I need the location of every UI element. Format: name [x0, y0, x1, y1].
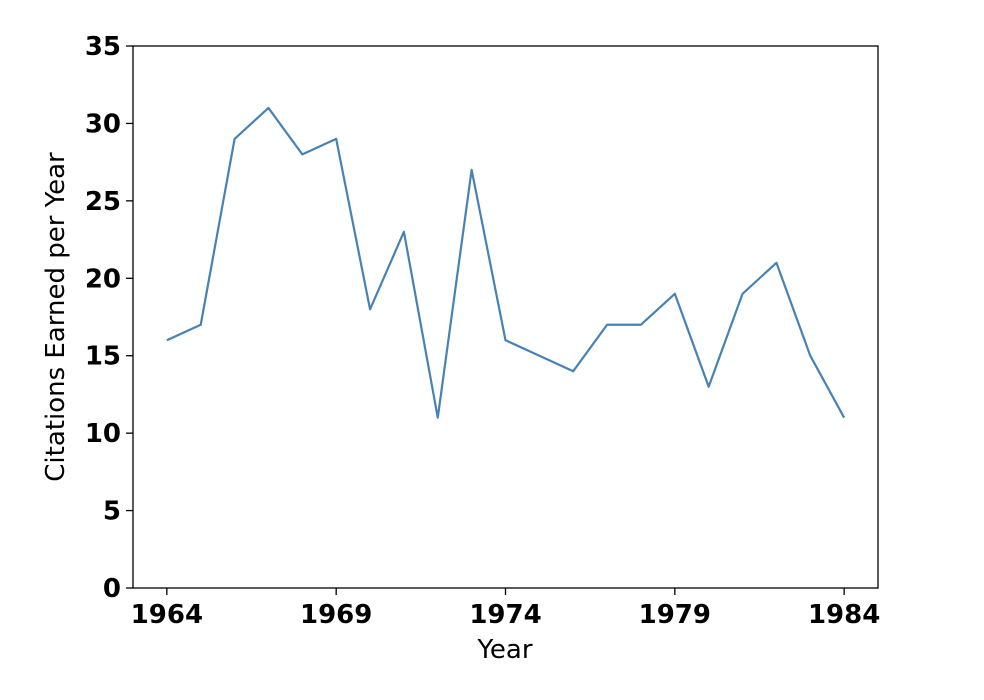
- y-tick-label: 35: [85, 32, 121, 62]
- y-tick-label: 25: [85, 187, 121, 217]
- y-tick-label: 5: [103, 497, 121, 527]
- y-axis-ticks: 0 5 10 15 20 25 30 35: [85, 32, 133, 604]
- x-axis-title: Year: [476, 635, 532, 665]
- y-tick-label: 10: [85, 419, 121, 449]
- y-tick-label: 30: [85, 109, 121, 139]
- x-axis-ticks: 1964 1969 1974 1979 1984: [131, 588, 880, 630]
- x-tick-label: 1964: [131, 600, 203, 630]
- y-tick-label: 20: [85, 264, 121, 294]
- series-line: [166, 106, 846, 419]
- y-tick-label: 15: [85, 342, 121, 372]
- x-tick-label: 1974: [469, 600, 541, 630]
- plot-area: [133, 46, 878, 588]
- x-tick-label: 1984: [808, 600, 880, 630]
- y-axis-title: Citations Earned per Year: [41, 152, 71, 482]
- x-tick-label: 1979: [639, 600, 711, 630]
- plot-frame: [132, 45, 879, 589]
- y-tick-label: 0: [103, 574, 121, 604]
- x-tick-label: 1969: [300, 600, 372, 630]
